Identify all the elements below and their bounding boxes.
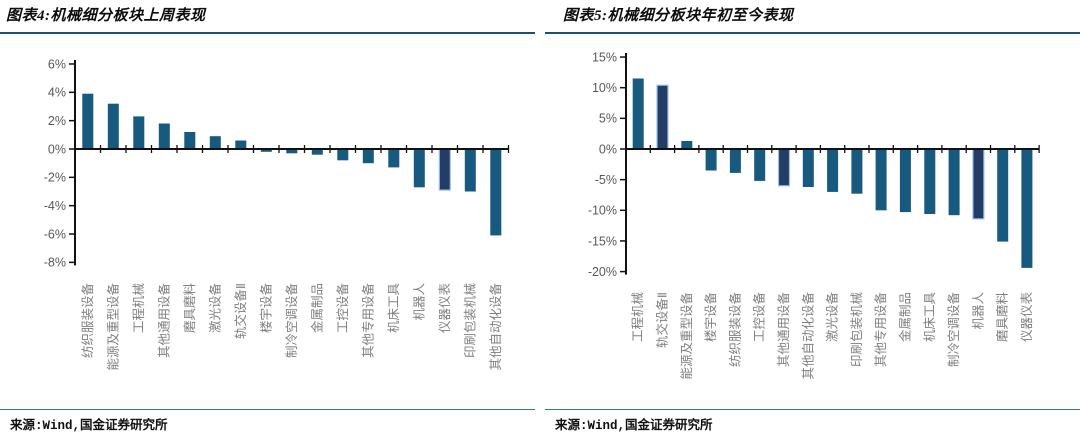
category-label: 印刷包装机械 — [849, 292, 864, 368]
bar-highlighted — [656, 84, 669, 150]
category-label: 轨交设备Ⅱ — [654, 292, 669, 348]
y-axis-tick-label: 6% — [48, 57, 66, 71]
y-axis-tick-label: -8% — [44, 256, 66, 270]
category-label: 磨具磨料 — [996, 292, 1010, 343]
figure5-chart: 15% 10% 5% 0% -5% -10% -15% -20% 工程机械 轨交设备Ⅱ 能源及重型设… — [545, 34, 1080, 409]
y-axis-tick-label: -4% — [44, 199, 66, 213]
bar — [754, 149, 766, 181]
figure4-panel: 图表4:机械细分板块上周表现 6% 4% 2% 0% -2% -4% -6% -8% 纺织服装设… — [0, 0, 535, 435]
bar — [948, 149, 960, 216]
category-label: 机器人 — [971, 292, 985, 330]
bar — [158, 123, 170, 149]
category-label: 印刷包装机械 — [462, 283, 477, 359]
category-label: 制冷空调设备 — [946, 292, 961, 368]
bar — [133, 116, 145, 149]
bar — [209, 136, 221, 149]
category-label: 楼宇设备 — [258, 283, 273, 334]
figure4-bar-chart: 6% 4% 2% 0% -2% -4% -6% -8% 纺织服装设备 能源及重型设备 工程机械 其他通… — [44, 57, 510, 371]
bar — [235, 140, 247, 149]
category-label: 其他通用设备 — [156, 283, 171, 359]
category-label: 工程机械 — [630, 292, 645, 343]
category-label: 仪器仪表 — [438, 283, 452, 334]
bar — [464, 149, 476, 192]
category-label: 其他自动化设备 — [488, 283, 503, 371]
category-label: 能源及重型设备 — [679, 292, 694, 380]
y-axis-tick-label: -2% — [44, 171, 66, 185]
category-label: 其他专用设备 — [360, 283, 375, 359]
category-label: 机床工具 — [387, 283, 401, 334]
bar — [1021, 149, 1033, 268]
bar-highlighted — [438, 148, 451, 191]
bar — [362, 149, 374, 164]
bar — [632, 78, 644, 149]
category-label: 磨具磨料 — [183, 283, 197, 334]
y-axis-tick-label: 0% — [48, 142, 66, 156]
category-label: 工控设备 — [752, 292, 767, 343]
category-label: 激光设备 — [207, 283, 222, 334]
y-axis-tick-label: 10% — [592, 81, 617, 95]
bar — [924, 149, 936, 214]
category-label: 其他自动化设备 — [800, 292, 815, 380]
y-axis-tick-label: 2% — [48, 114, 66, 128]
bar — [875, 149, 887, 211]
bar — [851, 149, 863, 194]
category-label: 纺织服装设备 — [727, 292, 742, 368]
y-axis-tick-label: 5% — [599, 112, 617, 126]
y-axis-tick-label: -20% — [588, 265, 617, 279]
y-axis-tick-label: 4% — [48, 86, 66, 100]
bar — [388, 149, 400, 168]
category-label: 工控设备 — [335, 283, 350, 334]
y-axis-tick-label: 0% — [599, 142, 617, 156]
bar — [997, 149, 1009, 242]
category-label: 工程机械 — [131, 283, 146, 334]
category-label: 机床工具 — [923, 292, 937, 343]
category-label: 金属制品 — [897, 292, 912, 342]
category-label: 激光设备 — [825, 292, 840, 343]
figure5-title: 图表5:机械细分板块年初至今表现 — [545, 0, 1080, 34]
figure4-source-note: 来源:Wind,国金证券研究所 — [0, 409, 535, 433]
category-label: 能源及重型设备 — [105, 283, 120, 371]
category-label: 制冷空调设备 — [284, 283, 299, 359]
bar — [337, 149, 349, 161]
figure4-title: 图表4:机械细分板块上周表现 — [0, 0, 535, 34]
bar — [681, 141, 693, 149]
bar — [729, 149, 741, 173]
category-label: 其他专用设备 — [873, 292, 888, 368]
category-label: 楼宇设备 — [703, 292, 718, 343]
category-label: 纺织服装设备 — [80, 283, 95, 359]
bar — [802, 149, 814, 187]
bar-highlighted — [972, 148, 985, 220]
bar — [899, 149, 911, 213]
bar — [490, 149, 502, 236]
bar — [827, 149, 839, 192]
figure5-bar-chart: 15% 10% 5% 0% -5% -10% -15% -20% 工程机械 轨交设备Ⅱ 能源及重型设… — [588, 50, 1040, 380]
y-axis-tick-label: -15% — [588, 234, 617, 248]
category-label: 轨交设备Ⅱ — [233, 283, 248, 339]
bar — [286, 149, 298, 154]
y-axis-tick-label: -10% — [588, 204, 617, 218]
y-axis-tick-label: 15% — [592, 50, 617, 64]
figure5-panel: 图表5:机械细分板块年初至今表现 15% 10% 5% 0% -5% -10% -15% -2… — [545, 0, 1080, 435]
figure5-source-note: 来源:Wind,国金证券研究所 — [545, 409, 1080, 433]
bar — [311, 149, 323, 155]
category-label: 金属制品 — [309, 283, 324, 333]
bar — [184, 132, 196, 149]
category-label: 其他通用设备 — [776, 292, 791, 368]
y-axis-tick-label: -6% — [44, 227, 66, 241]
bar — [82, 93, 94, 149]
bar — [260, 149, 272, 152]
bar — [705, 149, 717, 171]
y-axis-tick-label: -5% — [595, 173, 617, 187]
bar-highlighted — [777, 148, 791, 187]
category-label: 仪器仪表 — [1020, 292, 1034, 343]
bar — [413, 149, 425, 188]
figure4-chart: 6% 4% 2% 0% -2% -4% -6% -8% 纺织服装设备 能源及重型设备 工程机械 其他通… — [0, 34, 535, 409]
bar — [107, 103, 119, 149]
category-label: 机器人 — [412, 283, 426, 321]
